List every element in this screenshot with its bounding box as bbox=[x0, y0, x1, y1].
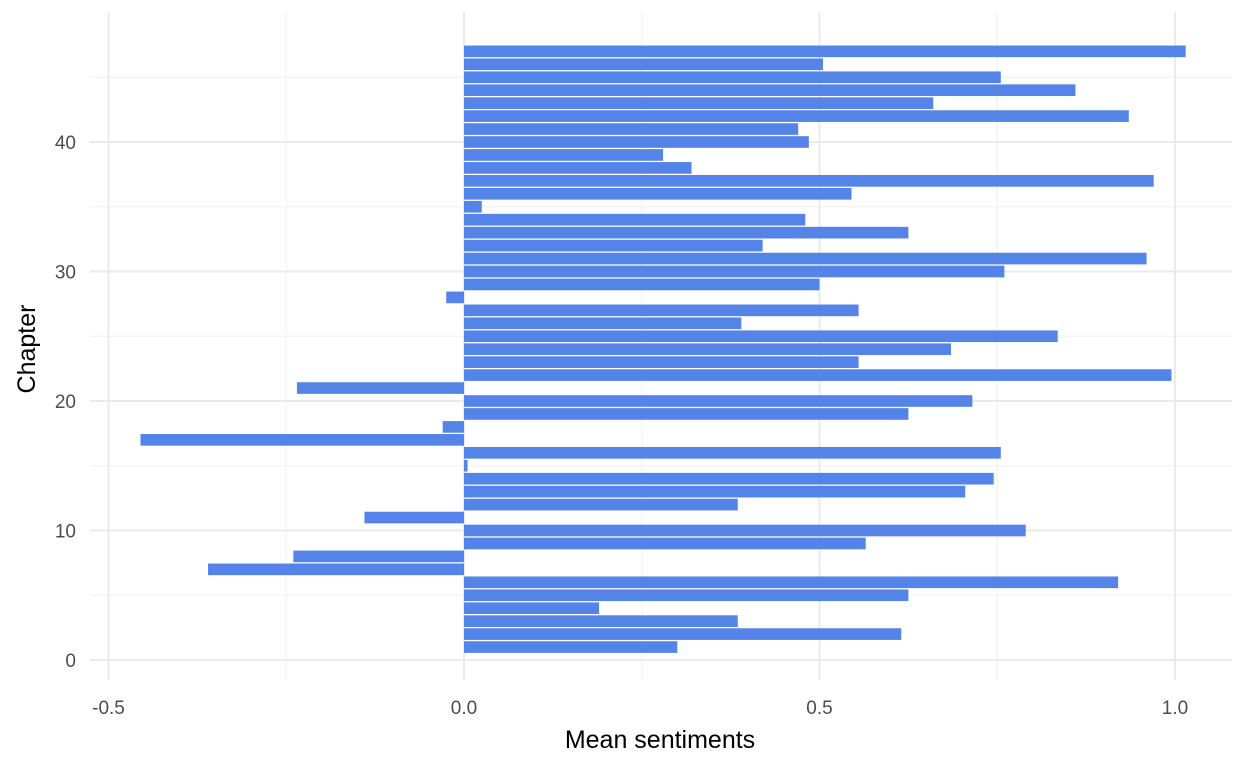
bar-chapter-41 bbox=[464, 123, 799, 135]
bar-chapter-44 bbox=[464, 84, 1076, 97]
bar-chapter-29 bbox=[464, 278, 820, 291]
tick-labels: -0.5 0.0 0.5 1.0 0 10 20 30 40 bbox=[55, 133, 1188, 719]
bar-chapter-28 bbox=[446, 291, 464, 304]
bar-chapter-4 bbox=[464, 602, 600, 615]
bar-chapter-22 bbox=[464, 369, 1172, 381]
bar-chapter-3 bbox=[464, 615, 738, 627]
bars bbox=[140, 45, 1186, 653]
y-tick-label: 40 bbox=[55, 133, 76, 154]
bar-chapter-19 bbox=[464, 408, 909, 420]
bar-chapter-21 bbox=[296, 382, 464, 394]
bar-chapter-2 bbox=[464, 628, 902, 640]
bar-chapter-15 bbox=[464, 459, 468, 472]
bar-chapter-46 bbox=[464, 58, 824, 71]
bar-chapter-47 bbox=[464, 45, 1186, 58]
y-tick-label: 10 bbox=[55, 522, 76, 543]
bar-chapter-18 bbox=[442, 421, 464, 433]
bar-chapter-26 bbox=[464, 317, 742, 330]
bar-chapter-27 bbox=[464, 304, 859, 317]
y-axis-title: Chapter bbox=[13, 305, 41, 394]
bar-chapter-11 bbox=[364, 511, 464, 524]
bar-chapter-35 bbox=[464, 200, 482, 213]
bar-chapter-42 bbox=[464, 110, 1129, 122]
x-axis-title: Mean sentiments bbox=[565, 726, 755, 754]
x-tick-label: 0.0 bbox=[451, 698, 477, 719]
bar-chapter-14 bbox=[464, 472, 994, 485]
y-tick-label: 20 bbox=[55, 392, 76, 413]
bar-chapter-45 bbox=[464, 71, 1001, 84]
bar-chapter-33 bbox=[464, 226, 909, 239]
x-tick-label: -0.5 bbox=[92, 698, 125, 719]
bar-chapter-34 bbox=[464, 213, 806, 226]
bar-chapter-43 bbox=[464, 97, 934, 109]
bar-chapter-6 bbox=[464, 576, 1119, 589]
bar-chapter-25 bbox=[464, 330, 1058, 343]
bar-chapter-8 bbox=[293, 550, 464, 563]
bar-chapter-1 bbox=[464, 641, 678, 653]
y-tick-label: 0 bbox=[65, 651, 76, 672]
bar-chapter-7 bbox=[208, 563, 464, 576]
bar-chapter-12 bbox=[464, 498, 738, 511]
bar-chapter-36 bbox=[464, 187, 852, 200]
bar-chapter-32 bbox=[464, 239, 763, 252]
bar-chapter-16 bbox=[464, 446, 1001, 459]
bar-chapter-17 bbox=[140, 434, 464, 446]
y-tick-label: 30 bbox=[55, 263, 76, 284]
x-tick-label: 1.0 bbox=[1162, 698, 1188, 719]
bar-chapter-38 bbox=[464, 162, 692, 174]
bar-chapter-9 bbox=[464, 537, 866, 550]
bar-chapter-23 bbox=[464, 356, 859, 368]
x-tick-label: 0.5 bbox=[806, 698, 832, 719]
bar-chapter-39 bbox=[464, 149, 664, 161]
bar-chapter-24 bbox=[464, 343, 952, 356]
bar-chapter-5 bbox=[464, 589, 909, 602]
bar-chapter-30 bbox=[464, 265, 1005, 278]
bar-chapter-13 bbox=[464, 485, 966, 498]
bar-chapter-20 bbox=[464, 395, 973, 407]
bar-chapter-31 bbox=[464, 252, 1147, 265]
bar-chapter-37 bbox=[464, 175, 1154, 187]
bar-chapter-10 bbox=[464, 524, 1026, 537]
bar-chapter-40 bbox=[464, 136, 809, 148]
